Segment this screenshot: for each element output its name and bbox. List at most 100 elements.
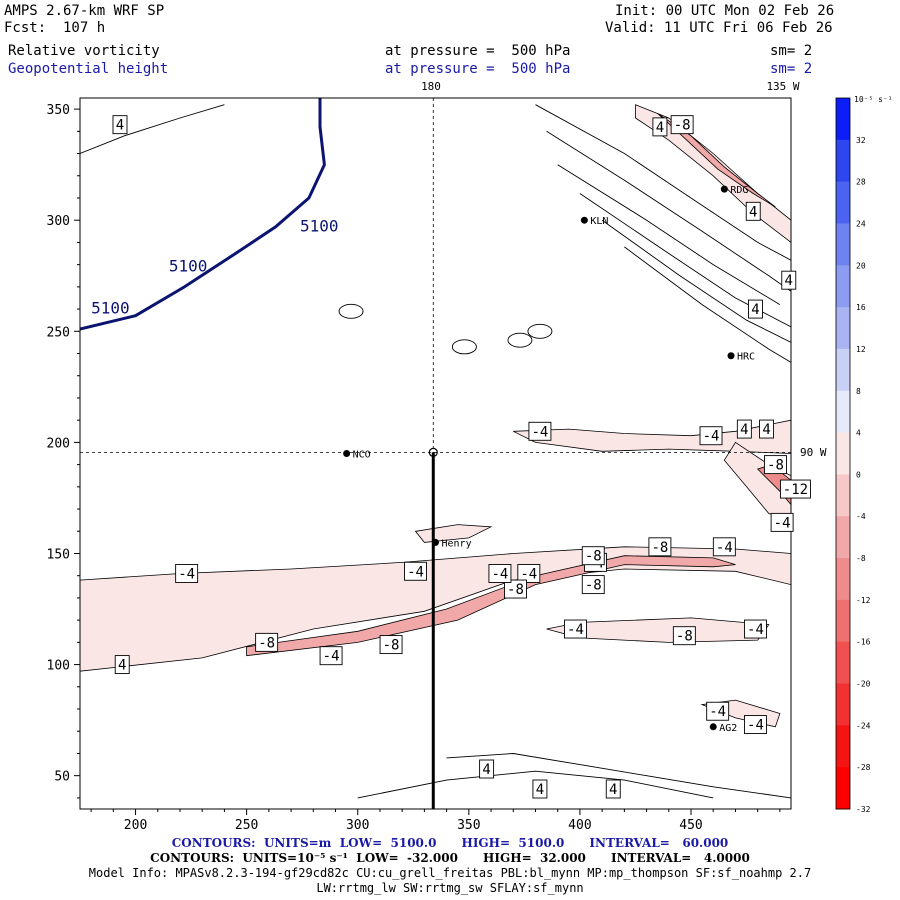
vorticity-contour-label: -4: [706, 701, 730, 721]
vorticity-contour-label: 4: [748, 299, 763, 319]
colorbar-tick-label: -24: [856, 721, 871, 730]
x-tick-label: 350: [457, 818, 480, 833]
svg-text:4: 4: [656, 120, 664, 136]
top-label-135w: 135 W: [766, 80, 799, 93]
vorticity-contour-line: [557, 164, 781, 305]
field1-name: Relative vorticity: [8, 43, 160, 59]
colorbar-unit: 10⁻⁵ s⁻¹: [854, 95, 893, 104]
colorbar-swatch: [836, 181, 850, 224]
plot-frame: [79, 97, 792, 810]
vorticity-contour-label: -4: [712, 537, 736, 557]
x-tick-label: 400: [568, 818, 591, 833]
vorticity-contour-line: [535, 104, 791, 261]
field2-smooth: sm= 2: [770, 61, 813, 77]
svg-text:-8: -8: [651, 540, 668, 556]
colorbar-swatch: [836, 223, 850, 266]
vorticity-contour-label: 4: [479, 759, 495, 779]
station-marker: HRC: [727, 352, 755, 363]
vorticity-contour-line: [579, 193, 791, 328]
valid-time: Valid: 11 UTC Fri 06 Feb 26: [605, 20, 833, 36]
colorbar-tick-label: 4: [856, 429, 861, 438]
svg-text:KLN: KLN: [590, 216, 608, 227]
svg-text:-8: -8: [767, 458, 784, 474]
svg-text:-4: -4: [747, 718, 764, 734]
vorticity-contour-label: -8: [255, 632, 279, 652]
vorticity-contour-label: -4: [175, 564, 199, 583]
svg-text:-8: -8: [507, 582, 524, 598]
y-tick-label: 200: [47, 436, 70, 451]
field1-smooth: sm= 2: [770, 43, 813, 59]
colorbar-swatch: [836, 558, 850, 601]
footer-height-contours: CONTOURS: UNITS=m LOW= 5100.0 HIGH= 5100…: [171, 836, 729, 850]
colorbar-tick-label: 12: [856, 345, 866, 354]
svg-text:-8: -8: [674, 118, 691, 134]
svg-text:4: 4: [482, 762, 490, 778]
y-tick-label: 50: [54, 770, 70, 785]
vorticity-contour-line: [80, 104, 225, 154]
svg-text:4: 4: [751, 302, 759, 318]
colorbar-tick-label: -20: [856, 680, 871, 689]
colorbar-swatch: [836, 641, 850, 685]
vorticity-contour-line: [357, 770, 714, 799]
svg-text:-4: -4: [520, 566, 537, 582]
svg-text:-4: -4: [774, 515, 791, 531]
vorticity-eddy: [338, 303, 364, 319]
forecast-hour: Fcst: 107 h: [4, 20, 106, 36]
vorticity-shade: [657, 113, 776, 208]
colorbar-tick-label: -8: [856, 554, 866, 563]
colorbar-tick-label: 8: [856, 387, 861, 396]
station-marker: KLN: [580, 216, 608, 227]
init-time: Init: 00 UTC Mon 02 Feb 26: [615, 3, 835, 19]
vorticity-eddy: [527, 323, 553, 339]
vorticity-contour-label: -8: [581, 546, 605, 566]
colorbar-swatch: [836, 599, 850, 643]
svg-text:-4: -4: [492, 566, 509, 582]
vorticity-contour-label: -4: [488, 564, 512, 583]
colorbar-tick-label: 20: [856, 261, 866, 270]
svg-text:-4: -4: [407, 564, 424, 580]
vorticity-contour-label: -8: [504, 579, 527, 599]
svg-text:-4: -4: [703, 429, 720, 445]
colorbar-tick-label: 32: [856, 136, 866, 145]
colorbar-tick-label: -12: [856, 596, 871, 605]
svg-text:Henry: Henry: [442, 538, 472, 549]
svg-text:-4: -4: [709, 704, 726, 720]
footer-vorticity-contours: CONTOURS: UNITS=10⁻⁵ s⁻¹ LOW= -32.000 HI…: [150, 851, 750, 865]
svg-text:NCO: NCO: [353, 450, 371, 461]
vorticity-shade: [246, 555, 736, 657]
svg-text:4: 4: [740, 422, 748, 438]
colorbar-swatch: [836, 767, 850, 810]
colorbar-swatch: [836, 474, 850, 517]
station-marker: NCO: [343, 450, 371, 461]
vorticity-contour-label: -4: [517, 564, 541, 583]
station-marker: Henry: [432, 538, 472, 549]
station-marker: AG2: [709, 723, 737, 734]
height-contour-label: 5100: [169, 256, 208, 275]
vorticity-contour-line: [624, 246, 791, 363]
vorticity-eddy: [451, 339, 477, 355]
vorticity-contour-label: 4: [605, 779, 621, 799]
colorbar-swatch: [836, 683, 850, 726]
colorbar-tick-label: -16: [856, 638, 871, 647]
svg-text:-8: -8: [383, 638, 400, 654]
vorticity-contour-label: -8: [763, 455, 787, 475]
svg-text:4: 4: [118, 658, 126, 674]
svg-text:-4: -4: [747, 622, 764, 638]
svg-text:-4: -4: [531, 424, 548, 440]
y-tick-label: 250: [47, 325, 70, 340]
colorbar-tick-label: -4: [856, 512, 866, 521]
height-contour-5100: [80, 98, 326, 331]
x-tick-label: 250: [235, 818, 258, 833]
vorticity-contour-label: 4: [652, 117, 668, 137]
height-contour-label: 5100: [91, 299, 130, 318]
svg-text:-8: -8: [258, 635, 275, 651]
svg-text:-4: -4: [178, 566, 195, 582]
colorbar-swatch: [836, 307, 850, 350]
field2-level: at pressure = 500 hPa: [385, 61, 571, 77]
vorticity-contour-label: -4: [564, 619, 587, 639]
vorticity-contour-line: [601, 219, 791, 343]
colorbar-tick-label: 28: [856, 178, 866, 187]
vorticity-contour-line: [446, 753, 791, 799]
pole-marker: [428, 447, 438, 457]
